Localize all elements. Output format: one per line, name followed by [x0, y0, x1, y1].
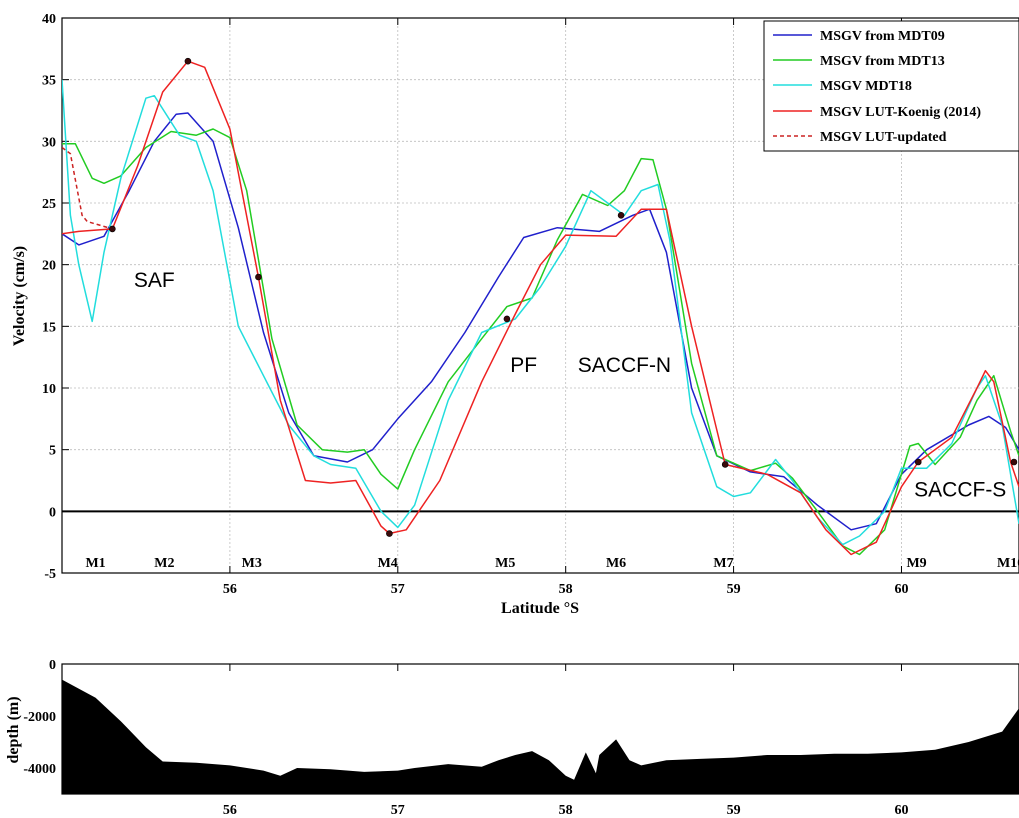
mooring-labels: M1 M2 M3 M4 M5 M6 M7 M9 M10 [85, 556, 1019, 571]
velocity-series [62, 60, 1019, 556]
mooring-label: M5 [495, 556, 515, 571]
y-tick-label: 40 [42, 12, 56, 27]
velocity-panel: -5 0 5 10 15 20 25 30 35 40 56 57 58 59 60 M1 M2 M3 M4 M5… [11, 12, 1019, 617]
y-tick-label: 35 [42, 74, 56, 89]
x-tick-label: 56 [223, 582, 237, 597]
mooring-marker [721, 461, 729, 468]
mooring-label: M9 [906, 556, 926, 571]
mooring-label: M1 [85, 556, 105, 571]
y-tick-label: 20 [42, 259, 56, 274]
y-tick-label: -2000 [23, 710, 56, 725]
mooring-marker [109, 225, 116, 233]
x-tick-label: 58 [559, 803, 573, 818]
mooring-label: M10 [997, 556, 1019, 571]
legend-label: MSGV LUT-Koenig (2014) [820, 105, 981, 120]
x-tick-label: 60 [894, 803, 908, 818]
legend-entry: MSGV from MDT09 [773, 29, 945, 44]
mooring-marker [617, 212, 625, 219]
legend-label: MSGV MDT18 [820, 79, 912, 94]
series-line-3 [62, 79, 1019, 546]
series-line-5 [62, 146, 113, 230]
x-tick-label: 57 [391, 582, 405, 597]
x-tick-label: 58 [559, 582, 573, 597]
series-line-1 [62, 112, 1019, 531]
series-line-4 [62, 60, 1019, 556]
y-tick-label: -5 [44, 567, 56, 582]
x-tick-label: 57 [391, 803, 405, 818]
legend-label: MSGV from MDT13 [820, 54, 945, 69]
depth-panel: 56 57 58 59 60 -4000 -2000 0 depth (m) [5, 658, 1019, 818]
legend: MSGV from MDT09 MSGV from MDT13 MSGV MDT… [763, 20, 1019, 152]
bathymetry-area [62, 679, 1019, 794]
y-tick-label: 0 [49, 505, 56, 520]
mooring-marker [386, 530, 393, 537]
velocity-y-ticks: -5 0 5 10 15 20 25 30 35 40 [42, 12, 69, 582]
front-label: PF [510, 354, 537, 377]
front-label: SACCF-S [914, 479, 1006, 502]
front-label: SAF [134, 269, 175, 292]
front-label: SACCF-N [578, 354, 671, 377]
mooring-marker [184, 57, 192, 65]
mooring-label: M7 [713, 556, 733, 571]
y-tick-label: 0 [49, 658, 56, 673]
x-tick-label: 56 [223, 803, 237, 818]
mooring-marker [503, 315, 511, 323]
y-tick-label: 10 [42, 382, 56, 397]
front-annotations: SAF PF SACCF-N SACCF-S [134, 269, 1006, 502]
legend-entry: MSGV from MDT13 [773, 54, 945, 69]
y-tick-label: 25 [42, 197, 56, 212]
y-tick-label: 5 [49, 444, 56, 459]
legend-label: MSGV LUT-updated [820, 130, 947, 145]
y-tick-label: 30 [42, 135, 56, 150]
mooring-label: M6 [606, 556, 626, 571]
y-tick-label: -4000 [23, 762, 56, 777]
velocity-x-axis-label: Latitude °S [501, 600, 579, 617]
mooring-marker [1010, 458, 1018, 466]
mooring-marker [914, 458, 922, 466]
x-tick-label: 60 [894, 582, 908, 597]
velocity-x-ticks: 56 57 58 59 60 [223, 18, 908, 597]
mooring-marker [255, 273, 262, 281]
mooring-label: M2 [154, 556, 174, 571]
legend-label: MSGV from MDT09 [820, 29, 945, 44]
mooring-label: M3 [242, 556, 262, 571]
y-tick-label: 15 [42, 320, 56, 335]
legend-entry: MSGV LUT-Koenig (2014) [773, 105, 981, 120]
x-tick-label: 59 [727, 803, 741, 818]
legend-box [763, 20, 1019, 152]
velocity-markers [109, 57, 1018, 537]
depth-y-axis-label: depth (m) [5, 696, 22, 763]
legend-entry: MSGV MDT18 [773, 79, 912, 94]
velocity-y-axis-label: Velocity (cm/s) [11, 246, 28, 346]
series-line-2 [62, 128, 1019, 556]
mooring-label: M4 [378, 556, 398, 571]
x-tick-label: 59 [727, 582, 741, 597]
legend-entry: MSGV LUT-updated [773, 130, 947, 145]
